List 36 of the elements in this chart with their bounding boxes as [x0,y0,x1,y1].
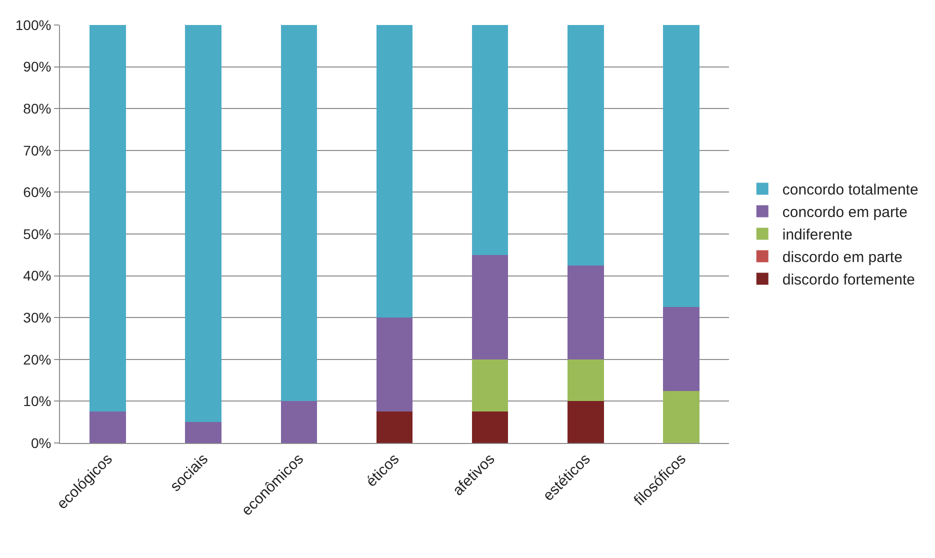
y-tick-label: 20% [23,351,52,368]
legend-label: discordo em parte [782,249,902,266]
y-tick-label: 80% [23,100,52,116]
bar [472,254,508,360]
legend-label: concordo totalmente [782,182,918,199]
y-tick-label: 90% [23,58,52,75]
legend-label: concordo em parte [782,204,908,222]
bar [185,422,222,443]
bar [90,25,126,412]
bar [376,412,413,443]
y-tick-label: 30% [23,310,52,326]
bar [472,359,508,412]
y-tick-label: 40% [23,268,52,284]
y-tick-label: 10% [23,393,52,410]
bar [376,25,413,318]
bar [663,25,700,308]
y-tick-label: 0% [30,434,52,451]
bar [472,412,508,443]
bar [567,265,604,360]
bar [185,25,222,422]
bar [280,401,318,443]
bar [90,412,126,443]
y-tick-label: 100% [15,16,52,33]
y-tick-label: 70% [23,142,52,158]
bar [567,25,604,266]
bar [567,401,604,443]
legend-label: indiferente [782,226,852,244]
bar [663,307,700,391]
y-tick-label: 50% [23,226,52,242]
bar [280,25,318,402]
legend-label: discordo fortemente [782,272,915,289]
bar [472,25,508,255]
bar [663,390,700,443]
bar [567,359,604,402]
bar [376,318,413,412]
y-tick-label: 60% [23,184,52,200]
